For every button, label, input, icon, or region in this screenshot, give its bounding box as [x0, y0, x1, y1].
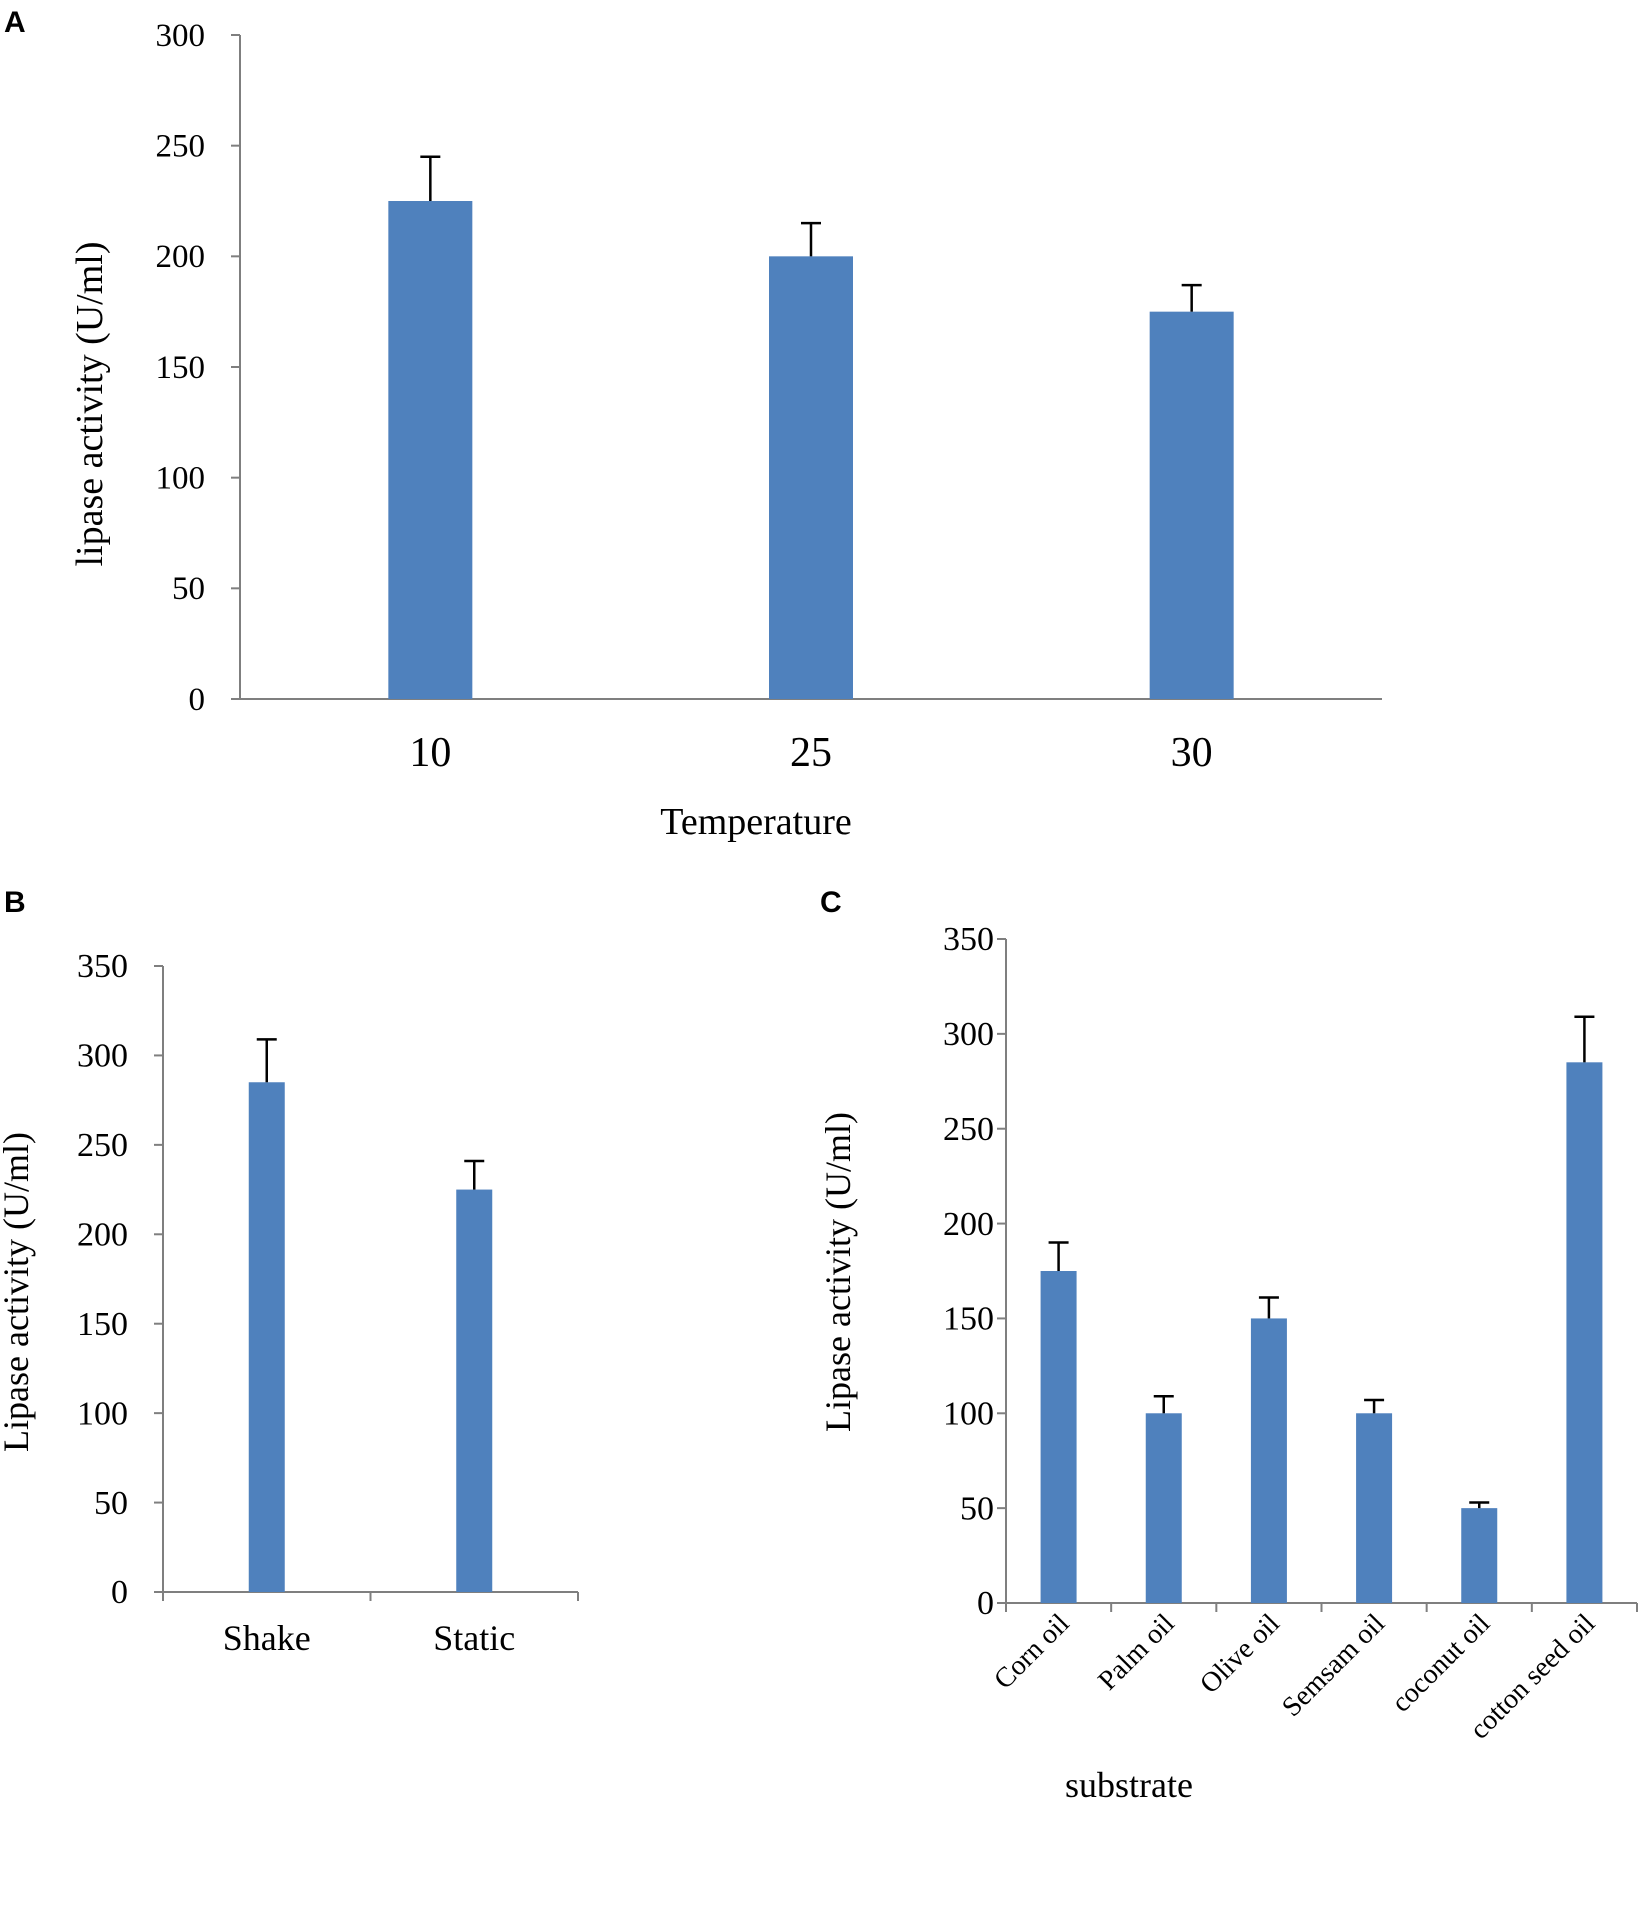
x-axis-title: Temperature [660, 801, 851, 843]
bar [1145, 1413, 1182, 1603]
x-category-label: Palm oil [1092, 1608, 1181, 1697]
bar [388, 201, 473, 699]
chart-b: 0 50 100 150 200 250 300 350 Shake Static Lipase a… [0, 948, 579, 1658]
bar [769, 256, 853, 699]
y-tick-label: 50 [172, 571, 205, 607]
x-axis-title: substrate [1065, 1765, 1193, 1805]
chart-c: 0 50 100 150 200 250 300 350 Corn oil Palm oil Oli… [818, 921, 1638, 1805]
y-tick-label: 100 [156, 461, 206, 497]
y-tick-label: 200 [156, 239, 206, 275]
x-category-label: Olive oil [1194, 1608, 1286, 1700]
y-tick-label: 350 [77, 948, 128, 985]
bar [248, 1082, 285, 1592]
y-tick-label: 50 [94, 1485, 128, 1522]
y-tick-label: 150 [156, 350, 206, 386]
x-category-label: Shake [223, 1618, 311, 1658]
bar [1566, 1062, 1603, 1603]
y-tick-label: 100 [943, 1396, 994, 1433]
bar [1149, 311, 1234, 699]
bar [1040, 1271, 1077, 1603]
y-tick-label: 350 [943, 921, 994, 958]
x-category-label: coconut oil [1386, 1608, 1497, 1719]
bar [1250, 1318, 1287, 1603]
x-category-label: 10 [409, 730, 451, 776]
panel-letter-c: C [820, 886, 842, 919]
y-tick-label: 200 [77, 1217, 128, 1254]
bar [1356, 1413, 1393, 1603]
x-category-label: Semsam oil [1276, 1608, 1391, 1723]
chart-a: 0 50 100 150 200 250 300 10 25 30 lipase activity … [69, 18, 1382, 843]
y-tick-label: 300 [77, 1038, 128, 1075]
x-category-label: Static [433, 1618, 515, 1658]
y-axis-title: lipase activity (U/ml) [69, 241, 111, 566]
y-tick-label: 250 [156, 129, 206, 165]
y-axis-title: Lipase activity (U/ml) [818, 1112, 858, 1432]
y-axis-title: Lipase activity (U/ml) [0, 1132, 36, 1452]
y-tick-label: 250 [943, 1111, 994, 1148]
x-category-label: Corn oil [988, 1608, 1076, 1696]
x-category-label: 30 [1171, 730, 1213, 776]
y-tick-label: 250 [77, 1127, 128, 1164]
panel-letter-b: B [4, 886, 26, 919]
bar [1461, 1508, 1498, 1603]
y-tick-label: 150 [77, 1306, 128, 1343]
y-tick-label: 0 [977, 1585, 994, 1622]
y-tick-label: 300 [943, 1016, 994, 1053]
panel-letter-a: A [4, 6, 26, 39]
bar [456, 1189, 493, 1592]
y-tick-label: 0 [189, 682, 206, 718]
y-tick-label: 50 [960, 1490, 994, 1527]
y-tick-label: 100 [77, 1395, 128, 1432]
y-tick-label: 200 [943, 1206, 994, 1243]
y-tick-label: 300 [156, 18, 206, 54]
y-tick-label: 150 [943, 1301, 994, 1338]
y-tick-label: 0 [111, 1574, 128, 1611]
x-category-label: 25 [790, 730, 832, 776]
